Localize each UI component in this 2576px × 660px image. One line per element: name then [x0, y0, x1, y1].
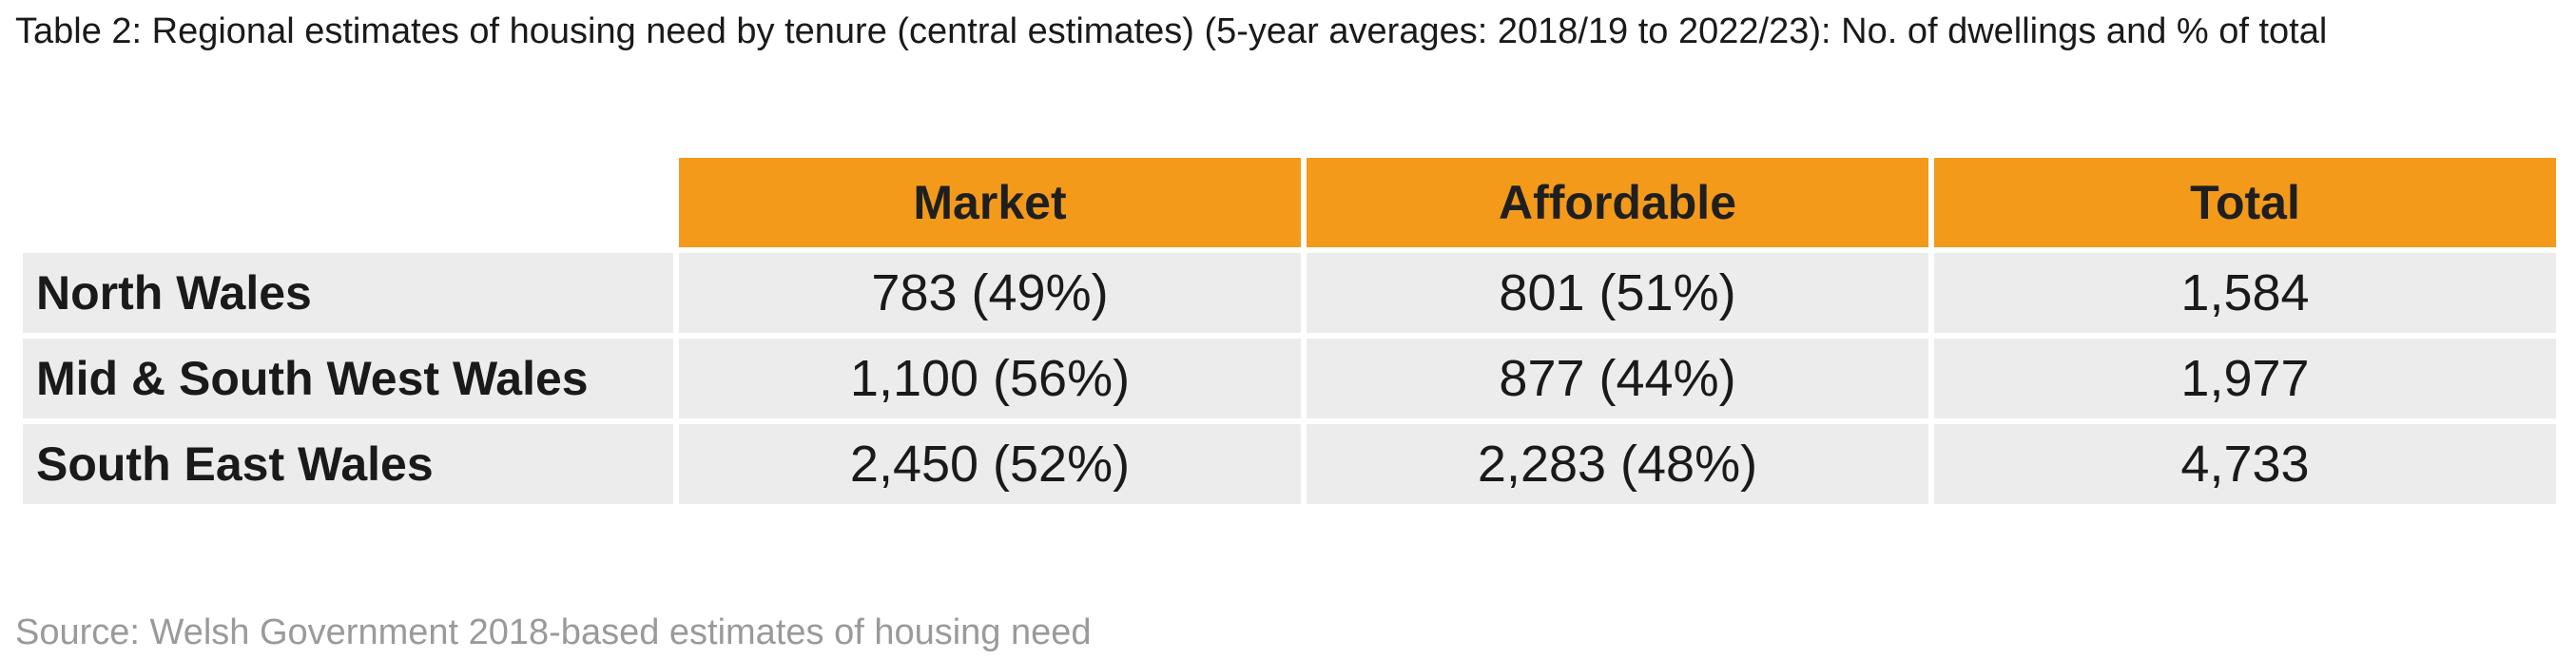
housing-need-table: Market Affordable Total North Wales 783 …: [17, 152, 2562, 510]
column-header-market: Market: [679, 158, 1301, 247]
column-header-total: Total: [1934, 158, 2556, 247]
cell-market: 1,100 (56%): [679, 339, 1301, 418]
table-row: Mid & South West Wales 1,100 (56%) 877 (…: [23, 339, 2556, 418]
table-row: South East Wales 2,450 (52%) 2,283 (48%)…: [23, 424, 2556, 504]
row-label-region: South East Wales: [23, 424, 673, 504]
row-label-region: North Wales: [23, 253, 673, 333]
cell-market: 783 (49%): [679, 253, 1301, 333]
cell-affordable: 877 (44%): [1307, 339, 1928, 418]
source-note: Source: Welsh Government 2018-based esti…: [15, 612, 1092, 652]
cell-total: 1,584: [1934, 253, 2556, 333]
table-caption: Table 2: Regional estimates of housing n…: [15, 11, 2328, 51]
cell-total: 4,733: [1934, 424, 2556, 504]
header-row: Market Affordable Total: [23, 158, 2556, 247]
cell-affordable: 2,283 (48%): [1307, 424, 1928, 504]
row-label-region: Mid & South West Wales: [23, 339, 673, 418]
cell-market: 2,450 (52%): [679, 424, 1301, 504]
cell-affordable: 801 (51%): [1307, 253, 1928, 333]
table-row: North Wales 783 (49%) 801 (51%) 1,584: [23, 253, 2556, 333]
column-header-affordable: Affordable: [1307, 158, 1928, 247]
cell-total: 1,977: [1934, 339, 2556, 418]
header-blank-cell: [23, 158, 673, 247]
